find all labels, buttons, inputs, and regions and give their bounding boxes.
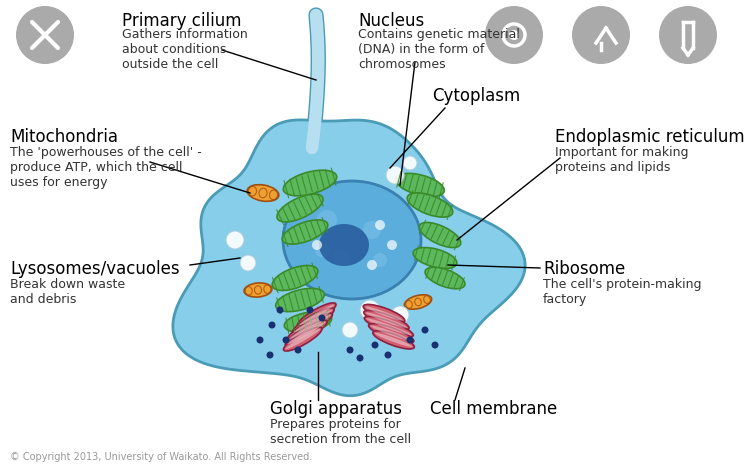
Text: Primary cilium: Primary cilium [122, 12, 242, 30]
Text: Ribosome: Ribosome [543, 260, 626, 278]
Circle shape [256, 337, 263, 344]
Ellipse shape [404, 295, 432, 309]
Circle shape [342, 322, 358, 338]
Circle shape [659, 6, 717, 64]
Ellipse shape [299, 305, 334, 325]
Ellipse shape [277, 194, 323, 222]
Circle shape [334, 250, 350, 266]
Circle shape [572, 6, 630, 64]
Ellipse shape [282, 220, 328, 244]
Ellipse shape [373, 331, 414, 349]
Ellipse shape [366, 318, 411, 335]
Circle shape [226, 231, 244, 249]
Circle shape [387, 240, 397, 250]
Ellipse shape [284, 170, 337, 196]
Text: Gathers information
about conditions
outside the cell: Gathers information about conditions out… [122, 28, 248, 71]
Circle shape [367, 260, 377, 270]
Circle shape [431, 342, 439, 348]
Circle shape [346, 346, 353, 353]
Ellipse shape [285, 320, 327, 346]
Text: The cell's protein-making
factory: The cell's protein-making factory [543, 278, 701, 306]
Circle shape [386, 166, 404, 184]
Circle shape [375, 220, 385, 230]
Circle shape [295, 346, 302, 353]
Polygon shape [173, 120, 525, 396]
Ellipse shape [286, 329, 320, 349]
Circle shape [315, 243, 329, 257]
Circle shape [319, 314, 326, 321]
Circle shape [268, 321, 275, 329]
Ellipse shape [284, 327, 322, 351]
Ellipse shape [419, 222, 460, 248]
Ellipse shape [244, 283, 272, 297]
Ellipse shape [407, 193, 453, 217]
Ellipse shape [248, 185, 279, 201]
Ellipse shape [284, 312, 332, 332]
Text: Cell membrane: Cell membrane [430, 400, 557, 418]
Ellipse shape [365, 306, 403, 321]
Text: Nucleus: Nucleus [358, 12, 424, 30]
Circle shape [307, 306, 314, 313]
Ellipse shape [413, 248, 457, 268]
Text: Break down waste
and debris: Break down waste and debris [10, 278, 125, 306]
Ellipse shape [294, 310, 332, 332]
Circle shape [406, 337, 413, 344]
Text: Endoplasmic reticulum: Endoplasmic reticulum [555, 128, 745, 146]
Ellipse shape [396, 173, 444, 196]
Ellipse shape [425, 267, 465, 289]
Circle shape [403, 156, 417, 170]
Circle shape [360, 300, 380, 320]
Ellipse shape [363, 305, 405, 323]
Ellipse shape [364, 310, 409, 330]
Text: Prepares proteins for
secretion from the cell: Prepares proteins for secretion from the… [270, 418, 411, 446]
Text: Contains genetic material
(DNA) in the form of
chromosomes: Contains genetic material (DNA) in the f… [358, 28, 520, 71]
Ellipse shape [364, 316, 413, 337]
Ellipse shape [276, 289, 324, 312]
Ellipse shape [298, 303, 336, 327]
Circle shape [371, 342, 379, 348]
Ellipse shape [287, 322, 326, 344]
Circle shape [485, 6, 543, 64]
Ellipse shape [366, 313, 407, 328]
Ellipse shape [368, 323, 414, 343]
Circle shape [363, 221, 381, 239]
Text: Golgi apparatus: Golgi apparatus [270, 400, 402, 418]
Ellipse shape [370, 326, 412, 341]
Circle shape [283, 337, 290, 344]
Text: The 'powerhouses of the cell' -
produce ATP, which the cell
uses for energy: The 'powerhouses of the cell' - produce … [10, 146, 202, 189]
Ellipse shape [272, 266, 318, 290]
Circle shape [385, 352, 392, 359]
Ellipse shape [292, 308, 334, 334]
Circle shape [312, 240, 322, 250]
Ellipse shape [287, 313, 332, 341]
Circle shape [266, 352, 274, 359]
Ellipse shape [283, 181, 421, 299]
Circle shape [509, 30, 519, 40]
Text: © Copyright 2013, University of Waikato. All Rights Reserved.: © Copyright 2013, University of Waikato.… [10, 452, 312, 462]
Ellipse shape [289, 315, 331, 339]
Circle shape [373, 253, 387, 267]
Text: Mitochondria: Mitochondria [10, 128, 118, 146]
Ellipse shape [375, 333, 413, 347]
Circle shape [16, 6, 74, 64]
Circle shape [422, 327, 428, 334]
Circle shape [391, 306, 409, 324]
Circle shape [240, 255, 256, 271]
Text: Important for making
proteins and lipids: Important for making proteins and lipids [555, 146, 688, 174]
Text: Lysosomes/vacuoles: Lysosomes/vacuoles [10, 260, 180, 278]
Ellipse shape [319, 224, 369, 266]
Circle shape [277, 306, 284, 313]
Circle shape [317, 210, 337, 230]
Circle shape [356, 354, 364, 361]
Text: Cytoplasm: Cytoplasm [432, 87, 520, 105]
